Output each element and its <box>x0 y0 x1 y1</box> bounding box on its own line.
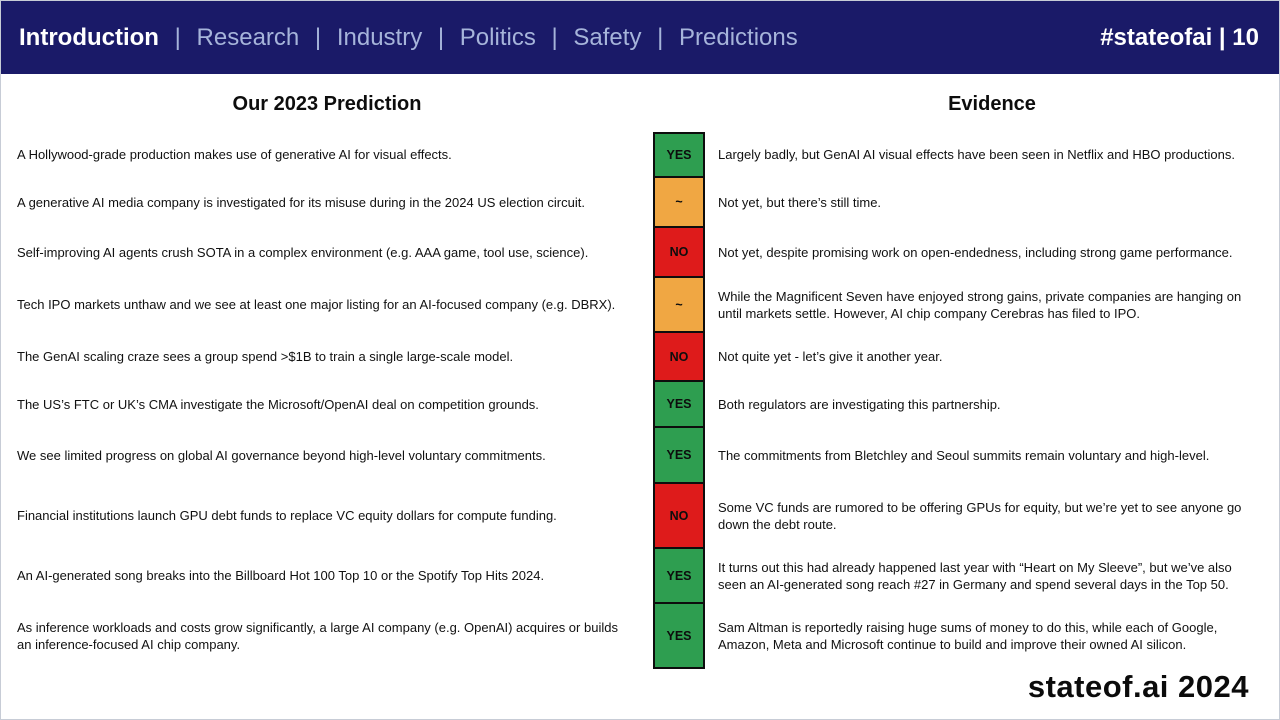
prediction-cell: A generative AI media company is investi… <box>17 194 585 210</box>
column-headers: Our 2023 Prediction Evidence <box>1 93 1279 121</box>
nav-item-industry[interactable]: Industry <box>336 23 423 51</box>
evidence-cell: The commitments from Bletchley and Seoul… <box>718 447 1210 463</box>
evidence-cell: It turns out this had already happened l… <box>718 559 1232 592</box>
prediction-cell: As inference workloads and costs grow si… <box>17 619 618 652</box>
nav-separator: | <box>650 23 671 51</box>
evidence-cell: While the Magnificent Seven have enjoyed… <box>718 288 1242 321</box>
nav-item-politics[interactable]: Politics <box>459 23 536 51</box>
column-header-spacer <box>653 93 705 121</box>
prediction-cell: We see limited progress on global AI gov… <box>17 447 546 463</box>
prediction-cell: The GenAI scaling craze sees a group spe… <box>17 349 514 365</box>
column-header-evidence: Evidence <box>948 93 1036 115</box>
slide-number-badge: #stateofai | 10 <box>1100 23 1259 51</box>
nav-separator: | <box>167 23 188 51</box>
status-badge: YES <box>653 604 705 669</box>
column-header-prediction: Our 2023 Prediction <box>232 93 422 115</box>
prediction-cell: The US’s FTC or UK’s CMA investigate the… <box>17 396 539 412</box>
status-badge: ~ <box>653 178 705 228</box>
prediction-cell: Tech IPO markets unthaw and we see at le… <box>17 297 616 313</box>
table-row: We see limited progress on global AI gov… <box>1 428 1279 484</box>
table-row: An AI-generated song breaks into the Bil… <box>1 549 1279 604</box>
status-badge: ~ <box>653 278 705 333</box>
evidence-cell: Sam Altman is reportedly raising huge su… <box>718 619 1218 652</box>
nav-item-predictions[interactable]: Predictions <box>679 23 798 51</box>
prediction-cell: Financial institutions launch GPU debt f… <box>17 508 557 524</box>
brand-footer: stateof.ai 2024 <box>1027 669 1249 704</box>
nav-item-introduction[interactable]: Introduction <box>19 23 159 51</box>
evidence-cell: Not yet, but there’s still time. <box>718 194 882 210</box>
nav-item-research[interactable]: Research <box>196 23 300 51</box>
status-badge: NO <box>653 228 705 278</box>
prediction-cell: An AI-generated song breaks into the Bil… <box>17 568 545 584</box>
nav-separator: | <box>431 23 451 51</box>
status-badge: YES <box>653 382 705 428</box>
table-row: Self-improving AI agents crush SOTA in a… <box>1 228 1279 278</box>
table-row: As inference workloads and costs grow si… <box>1 604 1279 669</box>
predictions-table: A Hollywood-grade production makes use o… <box>1 132 1279 669</box>
table-row: The GenAI scaling craze sees a group spe… <box>1 333 1279 382</box>
table-row: Financial institutions launch GPU debt f… <box>1 484 1279 549</box>
status-badge: YES <box>653 549 705 604</box>
status-badge: YES <box>653 132 705 178</box>
evidence-cell: Not quite yet - let’s give it another ye… <box>718 349 943 365</box>
prediction-cell: A Hollywood-grade production makes use o… <box>17 146 452 162</box>
prediction-cell: Self-improving AI agents crush SOTA in a… <box>17 244 589 260</box>
table-row: The US’s FTC or UK’s CMA investigate the… <box>1 382 1279 428</box>
nav-separator: | <box>544 23 565 51</box>
table-row: A generative AI media company is investi… <box>1 178 1279 228</box>
evidence-cell: Some VC funds are rumored to be offering… <box>718 499 1242 532</box>
status-badge: NO <box>653 333 705 382</box>
section-nav: Introduction | Research | Industry | Pol… <box>19 24 798 52</box>
table-row: A Hollywood-grade production makes use o… <box>1 132 1279 178</box>
evidence-cell: Largely badly, but GenAI AI visual effec… <box>718 146 1235 162</box>
nav-separator: | <box>308 23 328 51</box>
nav-item-safety[interactable]: Safety <box>573 23 642 51</box>
status-badge: NO <box>653 484 705 549</box>
evidence-cell: Both regulators are investigating this p… <box>718 396 1001 412</box>
top-nav-bar: Introduction | Research | Industry | Pol… <box>1 1 1279 74</box>
evidence-cell: Not yet, despite promising work on open-… <box>718 244 1233 260</box>
table-row: Tech IPO markets unthaw and we see at le… <box>1 278 1279 333</box>
status-badge: YES <box>653 428 705 484</box>
